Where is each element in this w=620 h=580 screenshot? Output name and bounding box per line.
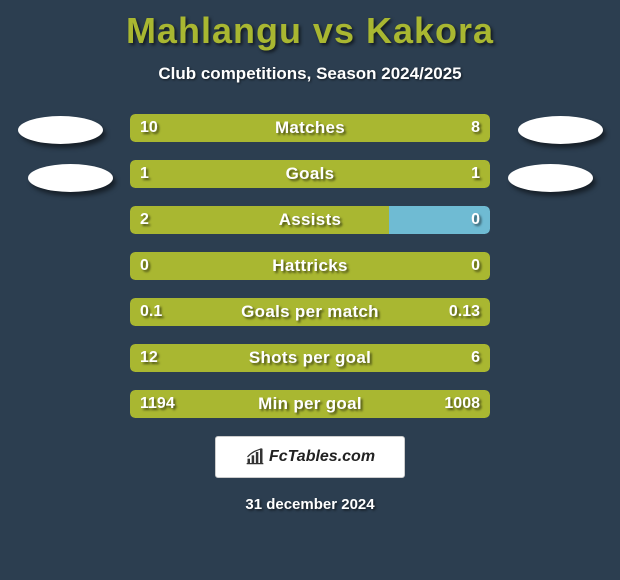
stat-value-right: 1 [471, 160, 480, 188]
page-title: Mahlangu vs Kakora [0, 0, 620, 52]
subtitle: Club competitions, Season 2024/2025 [0, 64, 620, 84]
logo-text: FcTables.com [269, 448, 375, 466]
stat-value-right: 1008 [444, 390, 480, 418]
stat-label: Goals per match [130, 298, 490, 326]
player-badge-right-1 [518, 116, 603, 144]
stat-value-right: 0.13 [449, 298, 480, 326]
stat-value-left: 10 [140, 114, 158, 142]
stat-label: Shots per goal [130, 344, 490, 372]
stat-label: Matches [130, 114, 490, 142]
stat-label: Assists [130, 206, 490, 234]
player-badge-left-2 [28, 164, 113, 192]
comparison-card: Mahlangu vs Kakora Club competitions, Se… [0, 0, 620, 580]
stat-label: Goals [130, 160, 490, 188]
stat-value-left: 1 [140, 160, 149, 188]
stat-value-left: 0 [140, 252, 149, 280]
stats-area: Matches108Goals11Assists20Hattricks00Goa… [0, 114, 620, 513]
stat-value-right: 8 [471, 114, 480, 142]
player-badge-left-1 [18, 116, 103, 144]
stat-value-left: 2 [140, 206, 149, 234]
stat-value-right: 0 [471, 206, 480, 234]
stat-value-right: 0 [471, 252, 480, 280]
stat-value-left: 12 [140, 344, 158, 372]
stat-label: Min per goal [130, 390, 490, 418]
stat-row: Min per goal1194 1008 [130, 390, 490, 418]
stat-value-left: 0.1 [140, 298, 162, 326]
stat-value-left: 1194 [140, 390, 175, 418]
chart-icon [245, 447, 265, 467]
stat-row: Matches10 8 [130, 114, 490, 142]
stat-label: Hattricks [130, 252, 490, 280]
stat-row: Hattricks0 0 [130, 252, 490, 280]
stat-row: Assists2 0 [130, 206, 490, 234]
stat-row: Goals per match0.1 0.13 [130, 298, 490, 326]
stat-row: Goals1 1 [130, 160, 490, 188]
date-label: 31 december 2024 [0, 496, 620, 513]
site-logo: FcTables.com [215, 436, 405, 478]
player-badge-right-2 [508, 164, 593, 192]
stat-value-right: 6 [471, 344, 480, 372]
stat-row: Shots per goal12 6 [130, 344, 490, 372]
